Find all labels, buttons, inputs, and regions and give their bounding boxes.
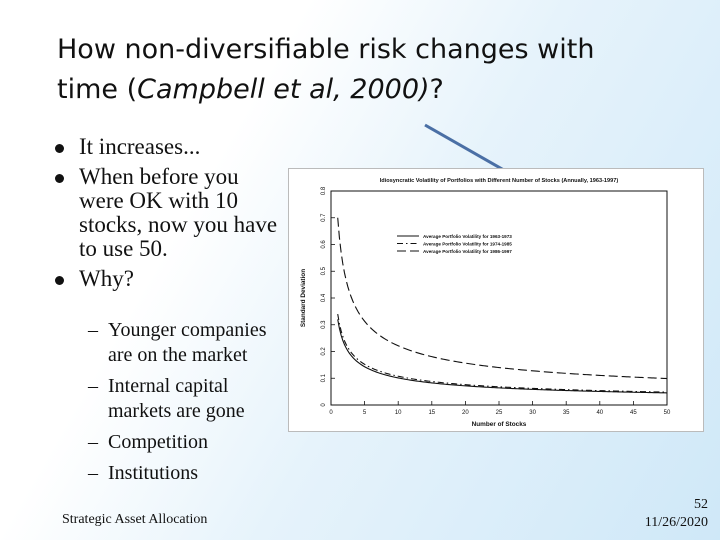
y-tick-label: 0.2 [321, 347, 327, 356]
dash-icon: – [88, 462, 98, 484]
y-tick-label: 0.3 [321, 320, 327, 329]
page-number: 52 [694, 497, 708, 512]
chart-title: Idiosyncratic Volatility of Portfolios w… [380, 178, 619, 184]
sub-bullet-list: – Younger companies are on the market – In… [88, 318, 288, 492]
x-tick-label: 20 [462, 410, 469, 416]
bullet-dot-icon [55, 174, 64, 183]
chart-canvas: Idiosyncratic Volatility of Portfolios w… [300, 178, 671, 428]
bullet-list: It increases... When before you were OK … [55, 135, 285, 297]
sub-bullet-item: – Institutions [88, 462, 199, 484]
legend-label: Average Portfolio Volatility for 1974-19… [423, 242, 512, 247]
x-tick-label: 45 [630, 410, 637, 416]
legend-label: Average Portfolio Volatility for 1963-19… [423, 234, 512, 239]
footer-date: 11/26/2020 [644, 515, 708, 530]
series-line [337, 313, 668, 393]
bullet-item: It increases... [55, 135, 285, 159]
x-tick-label: 5 [363, 410, 367, 416]
plot-frame [330, 190, 668, 406]
x-tick-label: 15 [428, 410, 435, 416]
x-tick-label: 30 [529, 410, 536, 416]
y-tick-label: 0.8 [321, 186, 327, 195]
bullet-dot-icon [55, 276, 64, 285]
sub-bullet-item: – Younger companies are on the market [88, 319, 267, 366]
y-tick-label: 0.4 [321, 293, 327, 302]
bullet-item: When before you were OK with 10 stocks, … [55, 165, 285, 261]
legend-label: Average Portfolio Volatility for 1986-19… [423, 249, 512, 254]
bullet-item: Why? [55, 267, 285, 291]
x-tick-label: 0 [329, 410, 333, 416]
sub-bullet-item: – Competition [88, 431, 208, 453]
dash-icon: – [88, 319, 98, 341]
x-tick-label: 40 [596, 410, 603, 416]
volatility-chart: Idiosyncratic Volatility of Portfolios w… [288, 168, 704, 432]
y-tick-label: 0.5 [321, 266, 327, 275]
y-axis-label: Standard Deviation [300, 269, 307, 327]
footer-course-name: Strategic Asset Allocation [62, 512, 208, 527]
y-tick-label: 0.1 [321, 373, 327, 382]
dash-icon: – [88, 375, 98, 397]
y-tick-label: 0.6 [321, 240, 327, 249]
x-tick-label: 25 [496, 410, 503, 416]
x-tick-label: 10 [395, 410, 402, 416]
series-line [337, 319, 668, 394]
y-tick-label: 0 [321, 403, 327, 407]
x-axis-label: Number of Stocks [472, 421, 527, 428]
y-tick-label: 0.7 [321, 213, 327, 222]
dash-icon: – [88, 431, 98, 453]
page-title: How non-diversifiable risk changes with … [57, 34, 595, 105]
bullet-dot-icon [55, 144, 64, 153]
series-line [337, 217, 668, 380]
x-tick-label: 50 [664, 410, 671, 416]
sub-bullet-item: – Internal capital markets are gone [88, 375, 245, 422]
x-tick-label: 35 [563, 410, 570, 416]
